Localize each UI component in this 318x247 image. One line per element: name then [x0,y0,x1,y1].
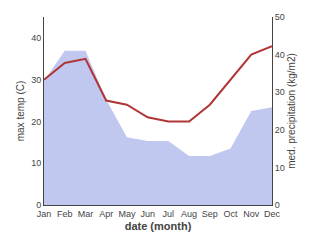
svg-text:20: 20 [275,125,285,135]
svg-text:Apr: Apr [99,209,113,219]
svg-text:Jan: Jan [37,209,52,219]
svg-text:Dec: Dec [264,209,281,219]
svg-text:date (month): date (month) [125,220,192,232]
svg-text:0: 0 [275,200,280,210]
svg-text:May: May [118,209,136,219]
svg-text:Aug: Aug [181,209,197,219]
svg-text:med. precipitation (kg/m2): med. precipitation (kg/m2) [286,53,297,169]
svg-text:Sep: Sep [202,209,218,219]
svg-text:20: 20 [31,117,41,127]
svg-text:max temp (C): max temp (C) [15,81,26,142]
svg-text:10: 10 [31,158,41,168]
svg-text:30: 30 [31,75,41,85]
svg-text:Oct: Oct [224,209,239,219]
svg-text:10: 10 [275,163,285,173]
svg-text:Feb: Feb [57,209,73,219]
svg-text:Nov: Nov [243,209,260,219]
svg-text:40: 40 [275,50,285,60]
svg-text:30: 30 [275,87,285,97]
svg-text:0: 0 [36,200,41,210]
svg-text:Jun: Jun [140,209,155,219]
svg-text:Jul: Jul [163,209,175,219]
svg-text:40: 40 [31,33,41,43]
svg-text:50: 50 [275,12,285,22]
svg-text:Mar: Mar [78,209,94,219]
